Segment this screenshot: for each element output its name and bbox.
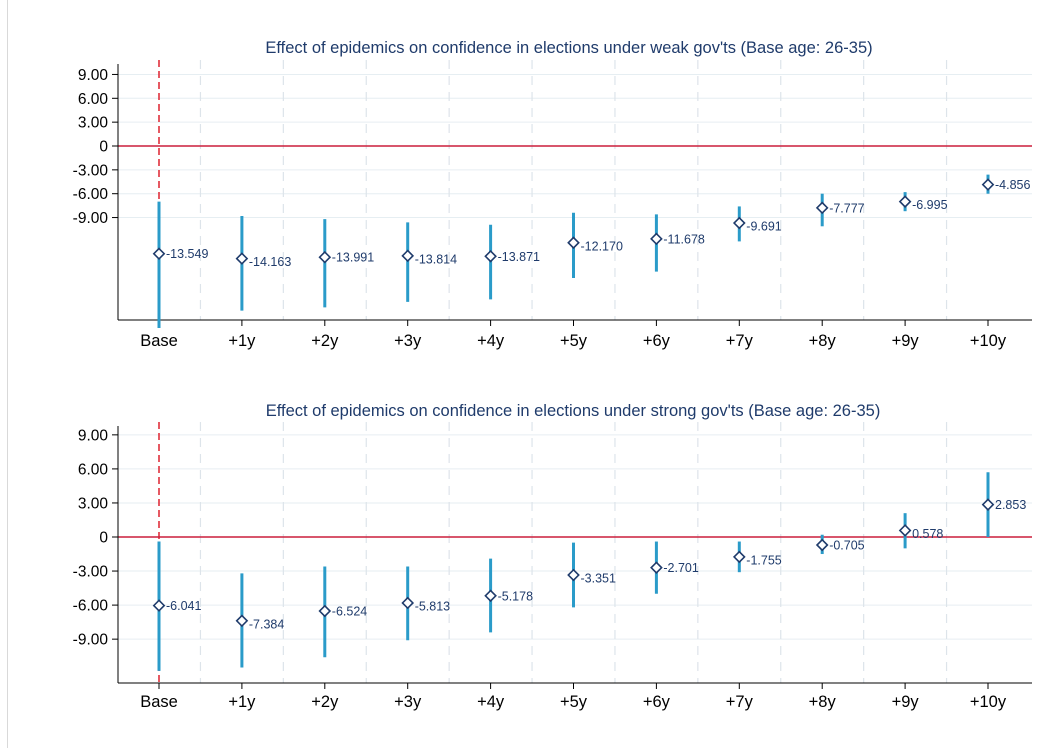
x-tick-label: +2y	[311, 693, 339, 711]
point-estimate-marker	[650, 232, 663, 246]
x-tick-label: +7y	[726, 332, 754, 350]
y-tick-label: 6.00	[78, 91, 109, 108]
y-tick-label: 0	[99, 139, 108, 156]
y-tick-label: 3.00	[78, 495, 109, 512]
x-tick-label: +1y	[228, 332, 256, 350]
chart-title-strong: Effect of epidemics on confidence in ele…	[266, 402, 881, 420]
data-label: -14.163	[249, 255, 291, 269]
point-estimate-marker	[981, 498, 995, 511]
y-tick-label: -6.00	[73, 598, 109, 615]
x-tick-label: +8y	[809, 332, 837, 350]
data-label: -13.814	[415, 252, 457, 266]
point-estimate-marker	[152, 247, 166, 261]
x-tick-label: +6y	[643, 693, 671, 711]
x-tick-label: +1y	[228, 693, 256, 711]
data-label: -13.549	[166, 247, 208, 261]
data-label: -6.995	[912, 198, 947, 212]
x-tick-label: +5y	[560, 693, 588, 711]
x-tick-label: Base	[140, 693, 178, 711]
x-tick-label: Base	[140, 332, 178, 350]
data-label: -7.777	[829, 201, 864, 215]
x-tick-label: +4y	[477, 693, 505, 711]
x-tick-label: +5y	[560, 332, 588, 350]
data-label: -6.041	[166, 599, 201, 613]
data-label: -1.755	[746, 553, 781, 567]
y-tick-label: 6.00	[78, 461, 109, 478]
x-tick-label: +4y	[477, 332, 505, 350]
point-estimate-marker	[401, 596, 415, 610]
y-tick-label: -9.00	[73, 210, 109, 227]
point-estimate-marker	[898, 195, 912, 208]
data-label: -12.170	[581, 239, 623, 253]
data-label: -13.871	[498, 250, 540, 264]
data-label: -13.991	[332, 251, 374, 265]
data-label: 2.853	[995, 498, 1026, 512]
point-estimate-marker	[235, 252, 249, 265]
y-tick-label: 3.00	[78, 115, 109, 132]
point-estimate-marker	[732, 550, 746, 564]
y-tick-label: 0	[99, 530, 108, 547]
point-estimate-marker	[318, 250, 332, 264]
point-estimate-marker	[318, 604, 332, 618]
y-tick-label: -3.00	[73, 162, 109, 179]
y-tick-label: -6.00	[73, 186, 109, 203]
x-tick-label: +7y	[726, 693, 754, 711]
y-tick-label: 9.00	[78, 67, 109, 84]
point-estimate-marker	[898, 524, 912, 537]
x-tick-label: +3y	[394, 693, 422, 711]
data-label: -6.524	[332, 605, 367, 619]
y-tick-label: -3.00	[73, 564, 109, 581]
point-estimate-marker	[235, 614, 249, 628]
data-label: -7.384	[249, 617, 284, 631]
x-tick-label: +10y	[970, 693, 1007, 711]
data-label: -2.701	[663, 561, 698, 575]
data-label: -4.856	[995, 178, 1030, 192]
y-tick-label: 9.00	[78, 427, 109, 444]
data-label: -3.351	[581, 572, 616, 586]
x-tick-label: +2y	[311, 332, 339, 350]
page-left-border	[7, 0, 8, 748]
point-estimate-marker	[152, 599, 166, 612]
data-label: -9.691	[746, 220, 781, 234]
data-label: 0.578	[912, 527, 943, 541]
x-tick-label: +8y	[809, 693, 837, 711]
data-label: -0.705	[829, 539, 864, 553]
weak-govts-panel: Effect of epidemics on confidence in ele…	[73, 39, 1032, 350]
point-estimate-marker	[484, 249, 497, 263]
data-label: -11.678	[663, 232, 705, 246]
x-tick-label: +6y	[643, 332, 671, 350]
data-label: -5.813	[415, 599, 450, 613]
y-tick-label: -9.00	[73, 632, 109, 649]
strong-govts-panel: Effect of epidemics on confidence in ele…	[73, 402, 1032, 711]
point-estimate-marker	[981, 178, 995, 191]
point-estimate-marker	[815, 201, 829, 215]
point-estimate-marker	[650, 561, 663, 574]
point-estimate-marker	[401, 249, 415, 263]
point-estimate-marker	[815, 538, 829, 552]
point-estimate-marker	[567, 236, 580, 250]
x-tick-label: +10y	[970, 332, 1007, 350]
point-estimate-marker	[484, 589, 497, 603]
chart-title-weak: Effect of epidemics on confidence in ele…	[265, 39, 872, 57]
x-tick-label: +9y	[892, 332, 920, 350]
x-tick-label: +3y	[394, 332, 422, 350]
point-estimate-marker	[732, 216, 746, 230]
data-label: -5.178	[498, 589, 533, 603]
x-tick-label: +9y	[892, 693, 920, 711]
point-estimate-marker	[567, 568, 580, 582]
